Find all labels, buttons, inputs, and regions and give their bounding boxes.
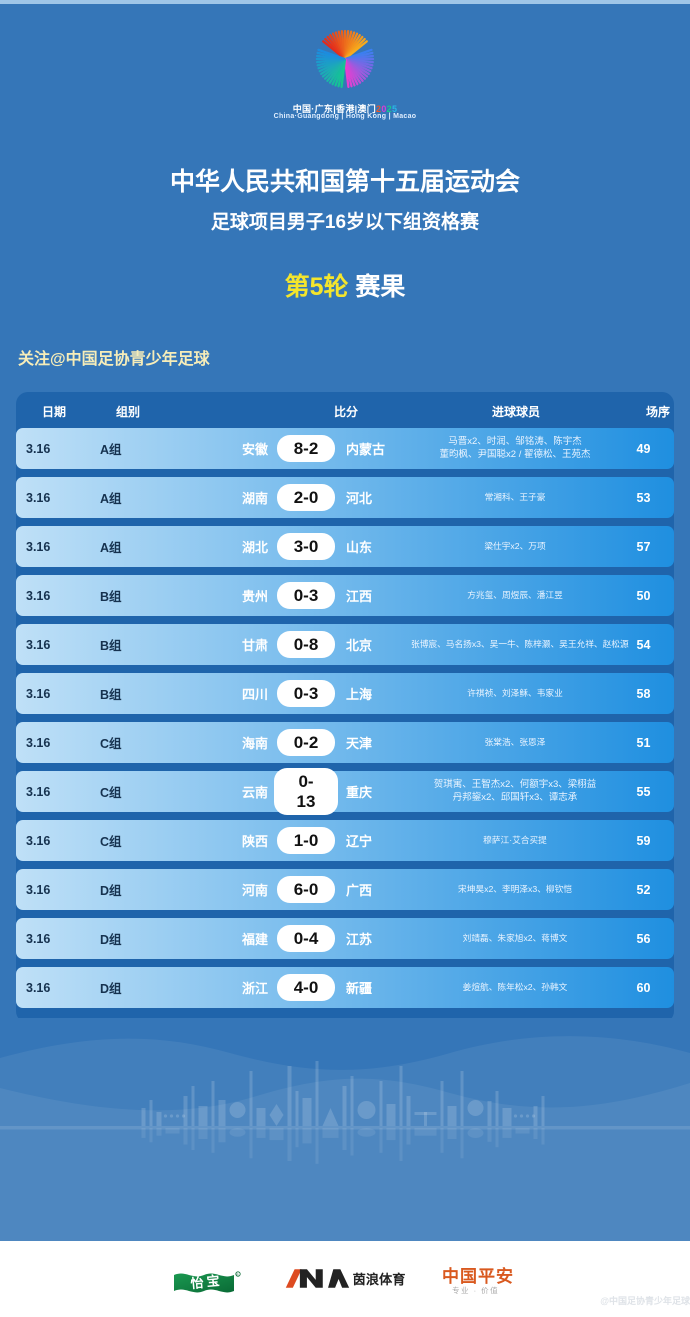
svg-text:怡: 怡 bbox=[190, 1275, 204, 1291]
svg-text:宝: 宝 bbox=[206, 1273, 220, 1289]
svg-text:茵浪体育: 茵浪体育 bbox=[353, 1271, 406, 1287]
